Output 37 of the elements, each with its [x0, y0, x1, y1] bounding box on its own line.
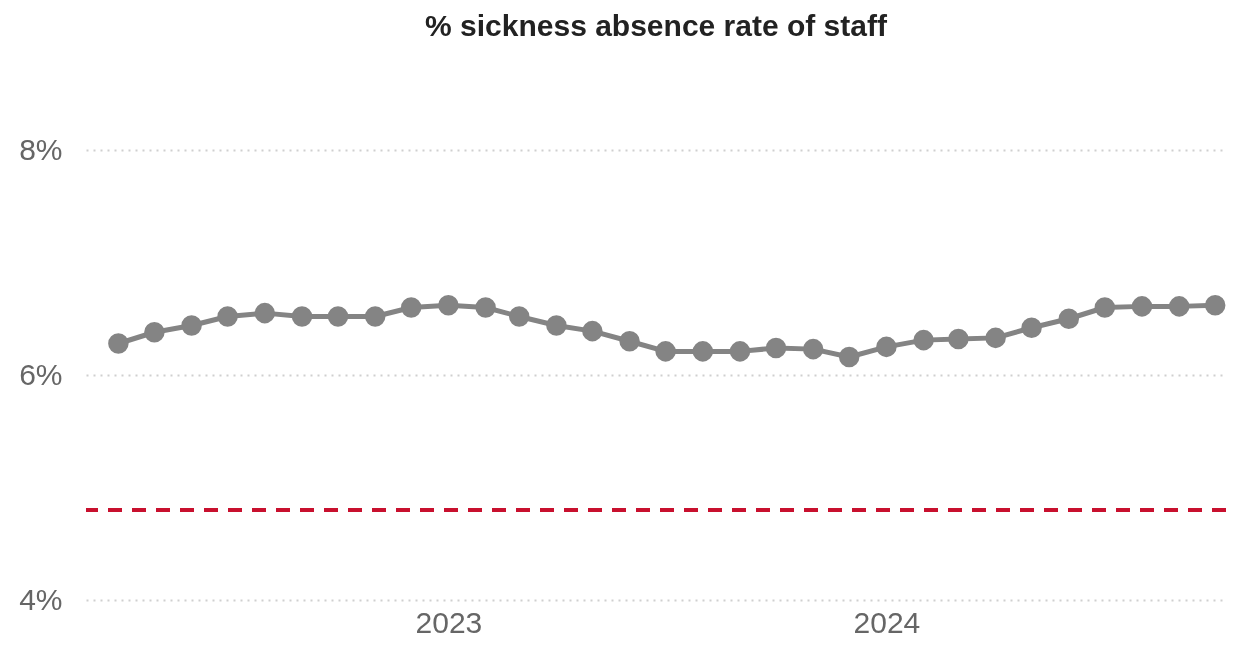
point [327, 306, 349, 327]
point [108, 333, 129, 354]
point [985, 327, 1006, 349]
y-tick-label: 8% [19, 132, 63, 166]
point [729, 341, 751, 362]
point [546, 315, 567, 336]
point [1131, 296, 1153, 317]
point [913, 329, 934, 351]
point [508, 306, 530, 327]
point [655, 341, 676, 362]
point [876, 336, 897, 358]
point [217, 306, 238, 327]
point [475, 297, 496, 318]
point [802, 338, 824, 360]
x-tick-label: 2024 [853, 605, 921, 639]
point [400, 297, 422, 318]
chart-title: % sickness absence rate of staff [425, 9, 888, 42]
point [948, 328, 969, 350]
point [181, 315, 202, 336]
point [144, 322, 165, 343]
point [438, 295, 459, 316]
point [692, 341, 714, 362]
point [1094, 297, 1116, 318]
point [765, 337, 787, 359]
point [364, 306, 386, 327]
y-tick-label: 4% [19, 582, 63, 616]
point [1021, 317, 1042, 338]
x-tick-label: 2023 [415, 605, 483, 639]
point [582, 320, 603, 342]
point [1204, 295, 1226, 316]
point [291, 306, 313, 327]
point [1058, 308, 1080, 329]
point [254, 302, 276, 324]
point [1168, 296, 1190, 317]
point [619, 331, 640, 352]
point [838, 346, 860, 368]
y-tick-label: 6% [19, 357, 63, 391]
